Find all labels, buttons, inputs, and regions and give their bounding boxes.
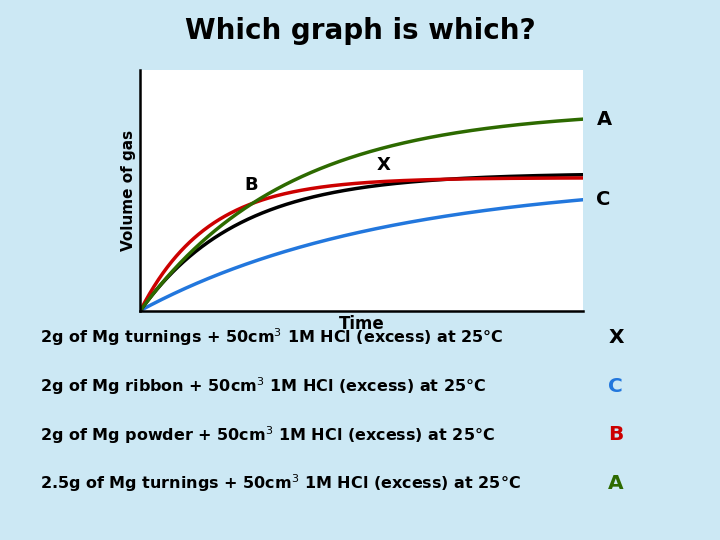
- X-axis label: Time: Time: [339, 315, 384, 333]
- Text: Which graph is which?: Which graph is which?: [185, 17, 535, 45]
- Text: 2g of Mg ribbon + 50cm$^3$ 1M HCl (excess) at 25°C: 2g of Mg ribbon + 50cm$^3$ 1M HCl (exces…: [40, 375, 486, 397]
- Text: 2g of Mg turnings + 50cm$^3$ 1M HCl (excess) at 25°C: 2g of Mg turnings + 50cm$^3$ 1M HCl (exc…: [40, 327, 503, 348]
- Text: B: B: [244, 176, 258, 194]
- Text: A: A: [596, 110, 611, 129]
- Text: B: B: [608, 425, 624, 444]
- Text: C: C: [608, 376, 623, 396]
- Y-axis label: Volume of gas: Volume of gas: [121, 130, 136, 251]
- Text: C: C: [596, 190, 611, 209]
- Text: A: A: [608, 474, 624, 493]
- Text: X: X: [608, 328, 624, 347]
- Text: X: X: [377, 157, 391, 174]
- Text: 2g of Mg powder + 50cm$^3$ 1M HCl (excess) at 25°C: 2g of Mg powder + 50cm$^3$ 1M HCl (exces…: [40, 424, 495, 446]
- Text: 2.5g of Mg turnings + 50cm$^3$ 1M HCl (excess) at 25°C: 2.5g of Mg turnings + 50cm$^3$ 1M HCl (e…: [40, 472, 521, 494]
